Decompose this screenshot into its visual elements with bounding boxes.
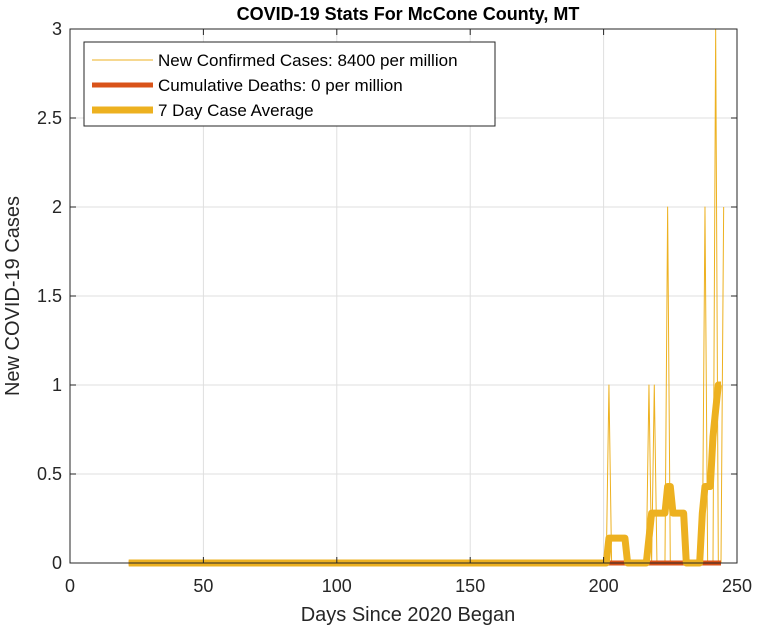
- y-tick-label: 1.5: [37, 286, 62, 306]
- legend-label-new-cases: New Confirmed Cases: 8400 per million: [158, 51, 458, 70]
- chart-title: COVID-19 Stats For McCone County, MT: [237, 4, 580, 24]
- ticks: 0 50 100 150 200 250 0 0.5 1 1.5 2 2.5 3: [37, 19, 752, 596]
- x-tick-label: 100: [322, 576, 352, 596]
- y-tick-label: 2: [52, 197, 62, 217]
- y-tick-label: 3: [52, 19, 62, 39]
- x-tick-label: 250: [722, 576, 752, 596]
- x-tick-label: 200: [589, 576, 619, 596]
- x-axis-label: Days Since 2020 Began: [301, 604, 516, 626]
- x-tick-label: 150: [455, 576, 485, 596]
- y-axis-label: New COVID-19 Cases: [2, 196, 24, 396]
- legend-label-7day: 7 Day Case Average: [158, 101, 314, 120]
- legend-label-deaths: Cumulative Deaths: 0 per million: [158, 76, 403, 95]
- x-tick-label: 50: [193, 576, 213, 596]
- y-tick-label: 1: [52, 375, 62, 395]
- y-tick-label: 2.5: [37, 108, 62, 128]
- x-tick-label: 0: [65, 576, 75, 596]
- y-tick-label: 0.5: [37, 464, 62, 484]
- legend: New Confirmed Cases: 8400 per million Cu…: [83, 41, 496, 127]
- y-tick-label: 0: [52, 553, 62, 573]
- series-7day-average-line: [128, 381, 722, 567]
